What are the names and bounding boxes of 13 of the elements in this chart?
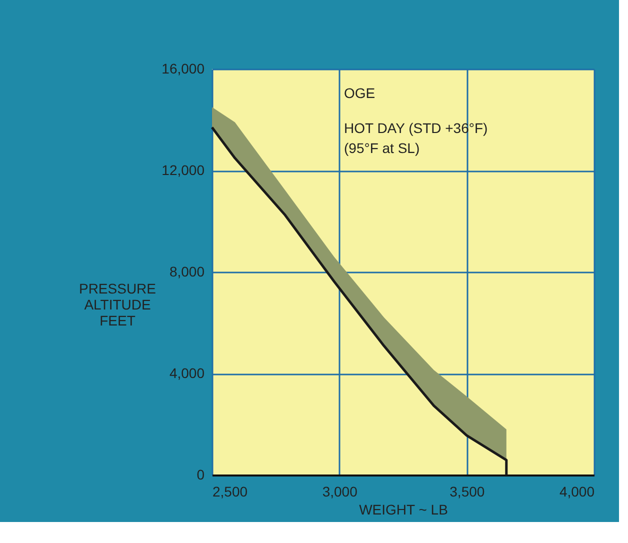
x-tick-label: 3,500 — [450, 484, 485, 500]
y-axis-title: PRESSURE ALTITUDE FEET — [78, 280, 156, 328]
y-tick-label: 12,000 — [162, 162, 205, 178]
y-tick-label: 4,000 — [169, 365, 205, 381]
x-tick-label: 2,500 — [212, 484, 248, 500]
annotation: OGE — [344, 85, 376, 101]
annotation: (95°F at SL) — [344, 140, 420, 156]
x-tick-label: 3,000 — [322, 484, 358, 500]
x-tick-label: 4,000 — [559, 484, 595, 500]
y-tick-label: 16,000 — [162, 60, 205, 76]
y-tick-label: 0 — [196, 466, 205, 482]
x-axis-title: WEIGHT ~ LB — [359, 502, 448, 518]
y-tick-label: 8,000 — [169, 264, 205, 280]
